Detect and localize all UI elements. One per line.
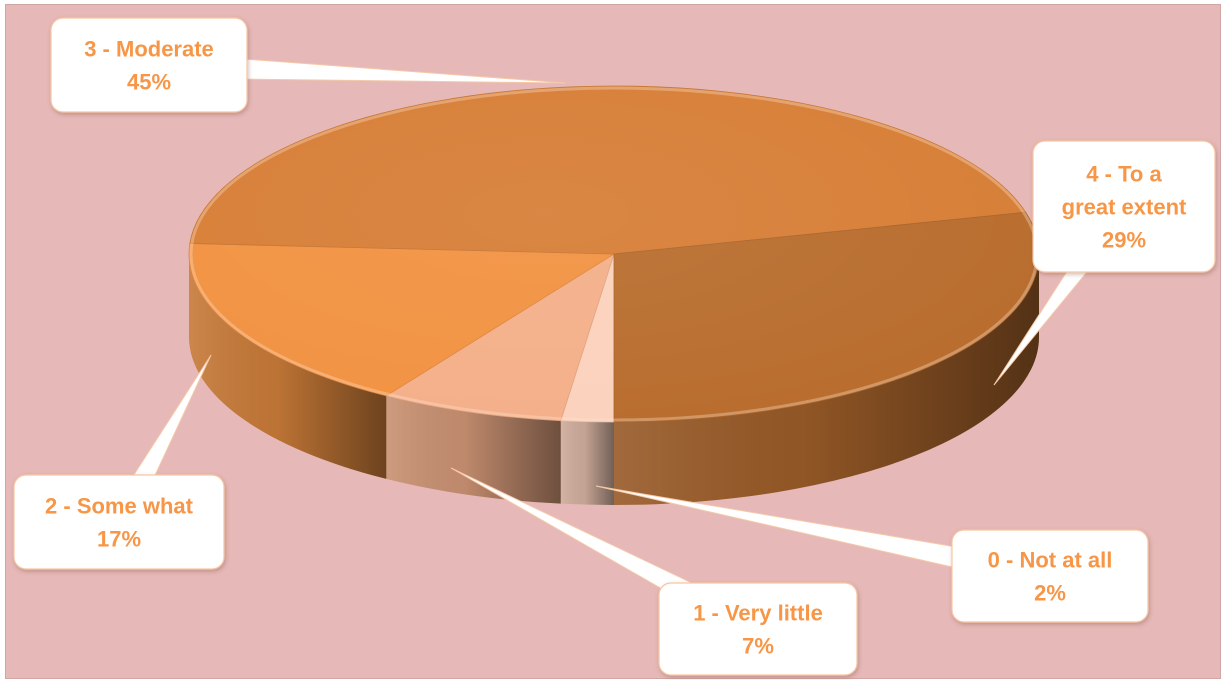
slice-value-label: 29% [1102,228,1146,253]
slice-value-label: 2% [1034,581,1066,606]
slice-category-label: 1 - Very little [693,601,823,626]
pie-chart: 0 - Not at all 2% 1 - Very little 7% 2 - Som… [13,17,1216,676]
slice-category-label: 4 - To a [1086,162,1162,187]
callout-box [13,474,225,570]
callout-box [951,529,1149,623]
slice-category-label: 2 - Some what [45,494,194,519]
data-label-2-some-what: 2 - Some what 17% [13,474,225,570]
slice-side-shading [189,254,387,479]
slice-value-label: 17% [97,527,141,552]
chart-area: 0 - Not at all 2% 1 - Very little 7% 2 - Som… [5,4,1221,679]
data-label-1-very-little: 1 - Very little 7% [658,582,858,676]
slice-category-label: 0 - Not at all [988,548,1113,573]
data-label-3-moderate: 3 - Moderate 45% [50,17,248,113]
slice-value-label: 7% [742,634,774,659]
slice-side-shading [386,395,561,504]
data-label-0-not-at-all: 0 - Not at all 2% [951,529,1149,623]
slice-side-shading [560,420,614,505]
pie-top-highlight [189,86,1039,422]
slice-category-label: 3 - Moderate [84,37,214,62]
callout-box [50,17,248,113]
slice-side-shading [614,254,1039,505]
data-label-4-to-a-great-extent: 4 - To a great extent 29% [1032,140,1216,273]
slice-value-label: 45% [127,70,171,95]
callout-box [658,582,858,676]
slice-category-label: great extent [1062,195,1187,220]
callout-box [1032,140,1216,273]
